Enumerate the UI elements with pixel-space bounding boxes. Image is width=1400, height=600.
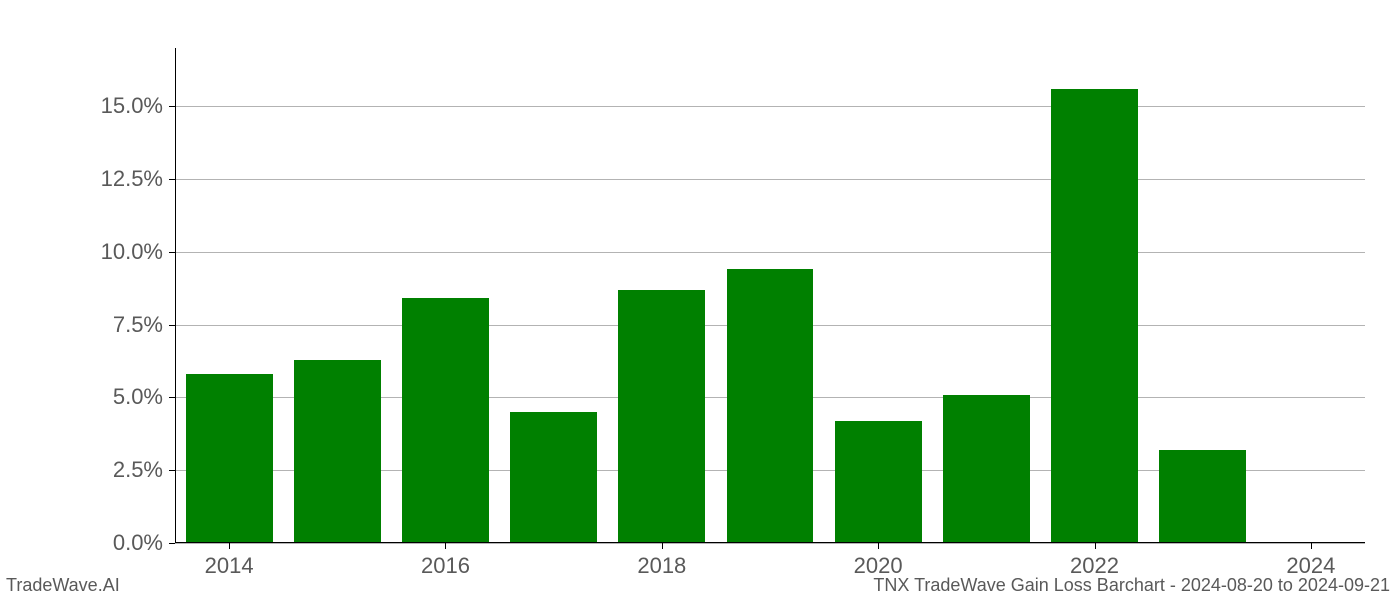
bar-2018 <box>618 290 705 543</box>
bar-2016 <box>402 298 489 543</box>
y-tick-label: 0.0% <box>113 530 163 556</box>
bar-2021 <box>943 395 1030 544</box>
y-tick-label: 10.0% <box>101 239 163 265</box>
bar-2023 <box>1159 450 1246 543</box>
plot-area: 0.0%2.5%5.0%7.5%10.0%12.5%15.0% 20142016… <box>175 48 1365 543</box>
bar-2014 <box>186 374 273 543</box>
bar-2015 <box>294 360 381 543</box>
y-tick-mark <box>169 470 175 471</box>
x-tick-mark <box>1311 543 1312 549</box>
y-tick-mark <box>169 397 175 398</box>
y-tick-mark <box>169 543 175 544</box>
x-tick-mark <box>878 543 879 549</box>
bar-2020 <box>835 421 922 543</box>
bar-2017 <box>510 412 597 543</box>
x-tick-mark <box>1095 543 1096 549</box>
y-tick-label: 7.5% <box>113 312 163 338</box>
y-tick-label: 2.5% <box>113 457 163 483</box>
y-tick-mark <box>169 179 175 180</box>
x-tick-mark <box>229 543 230 549</box>
x-tick-label: 2018 <box>637 553 686 579</box>
x-axis-line <box>175 542 1365 543</box>
y-tick-label: 5.0% <box>113 384 163 410</box>
x-tick-mark <box>445 543 446 549</box>
y-tick-mark <box>169 325 175 326</box>
x-tick-label: 2016 <box>421 553 470 579</box>
x-tick-mark <box>662 543 663 549</box>
footer-left-label: TradeWave.AI <box>6 575 120 596</box>
bar-series <box>175 48 1365 543</box>
y-tick-mark <box>169 252 175 253</box>
bar-2022 <box>1051 89 1138 543</box>
gain-loss-barchart: 0.0% 2.5% 5.0% 7.5% 10.0% 12.5% 15.0% 2014 2016… <box>0 0 1400 600</box>
y-axis-line <box>175 48 176 543</box>
y-tick-label: 15.0% <box>101 93 163 119</box>
y-tick-label: 12.5% <box>101 166 163 192</box>
gridline <box>175 543 1365 544</box>
bar-2019 <box>727 269 814 543</box>
y-tick-mark <box>169 106 175 107</box>
footer-right-label: TNX TradeWave Gain Loss Barchart - 2024-… <box>873 575 1390 596</box>
x-tick-label: 2014 <box>205 553 254 579</box>
